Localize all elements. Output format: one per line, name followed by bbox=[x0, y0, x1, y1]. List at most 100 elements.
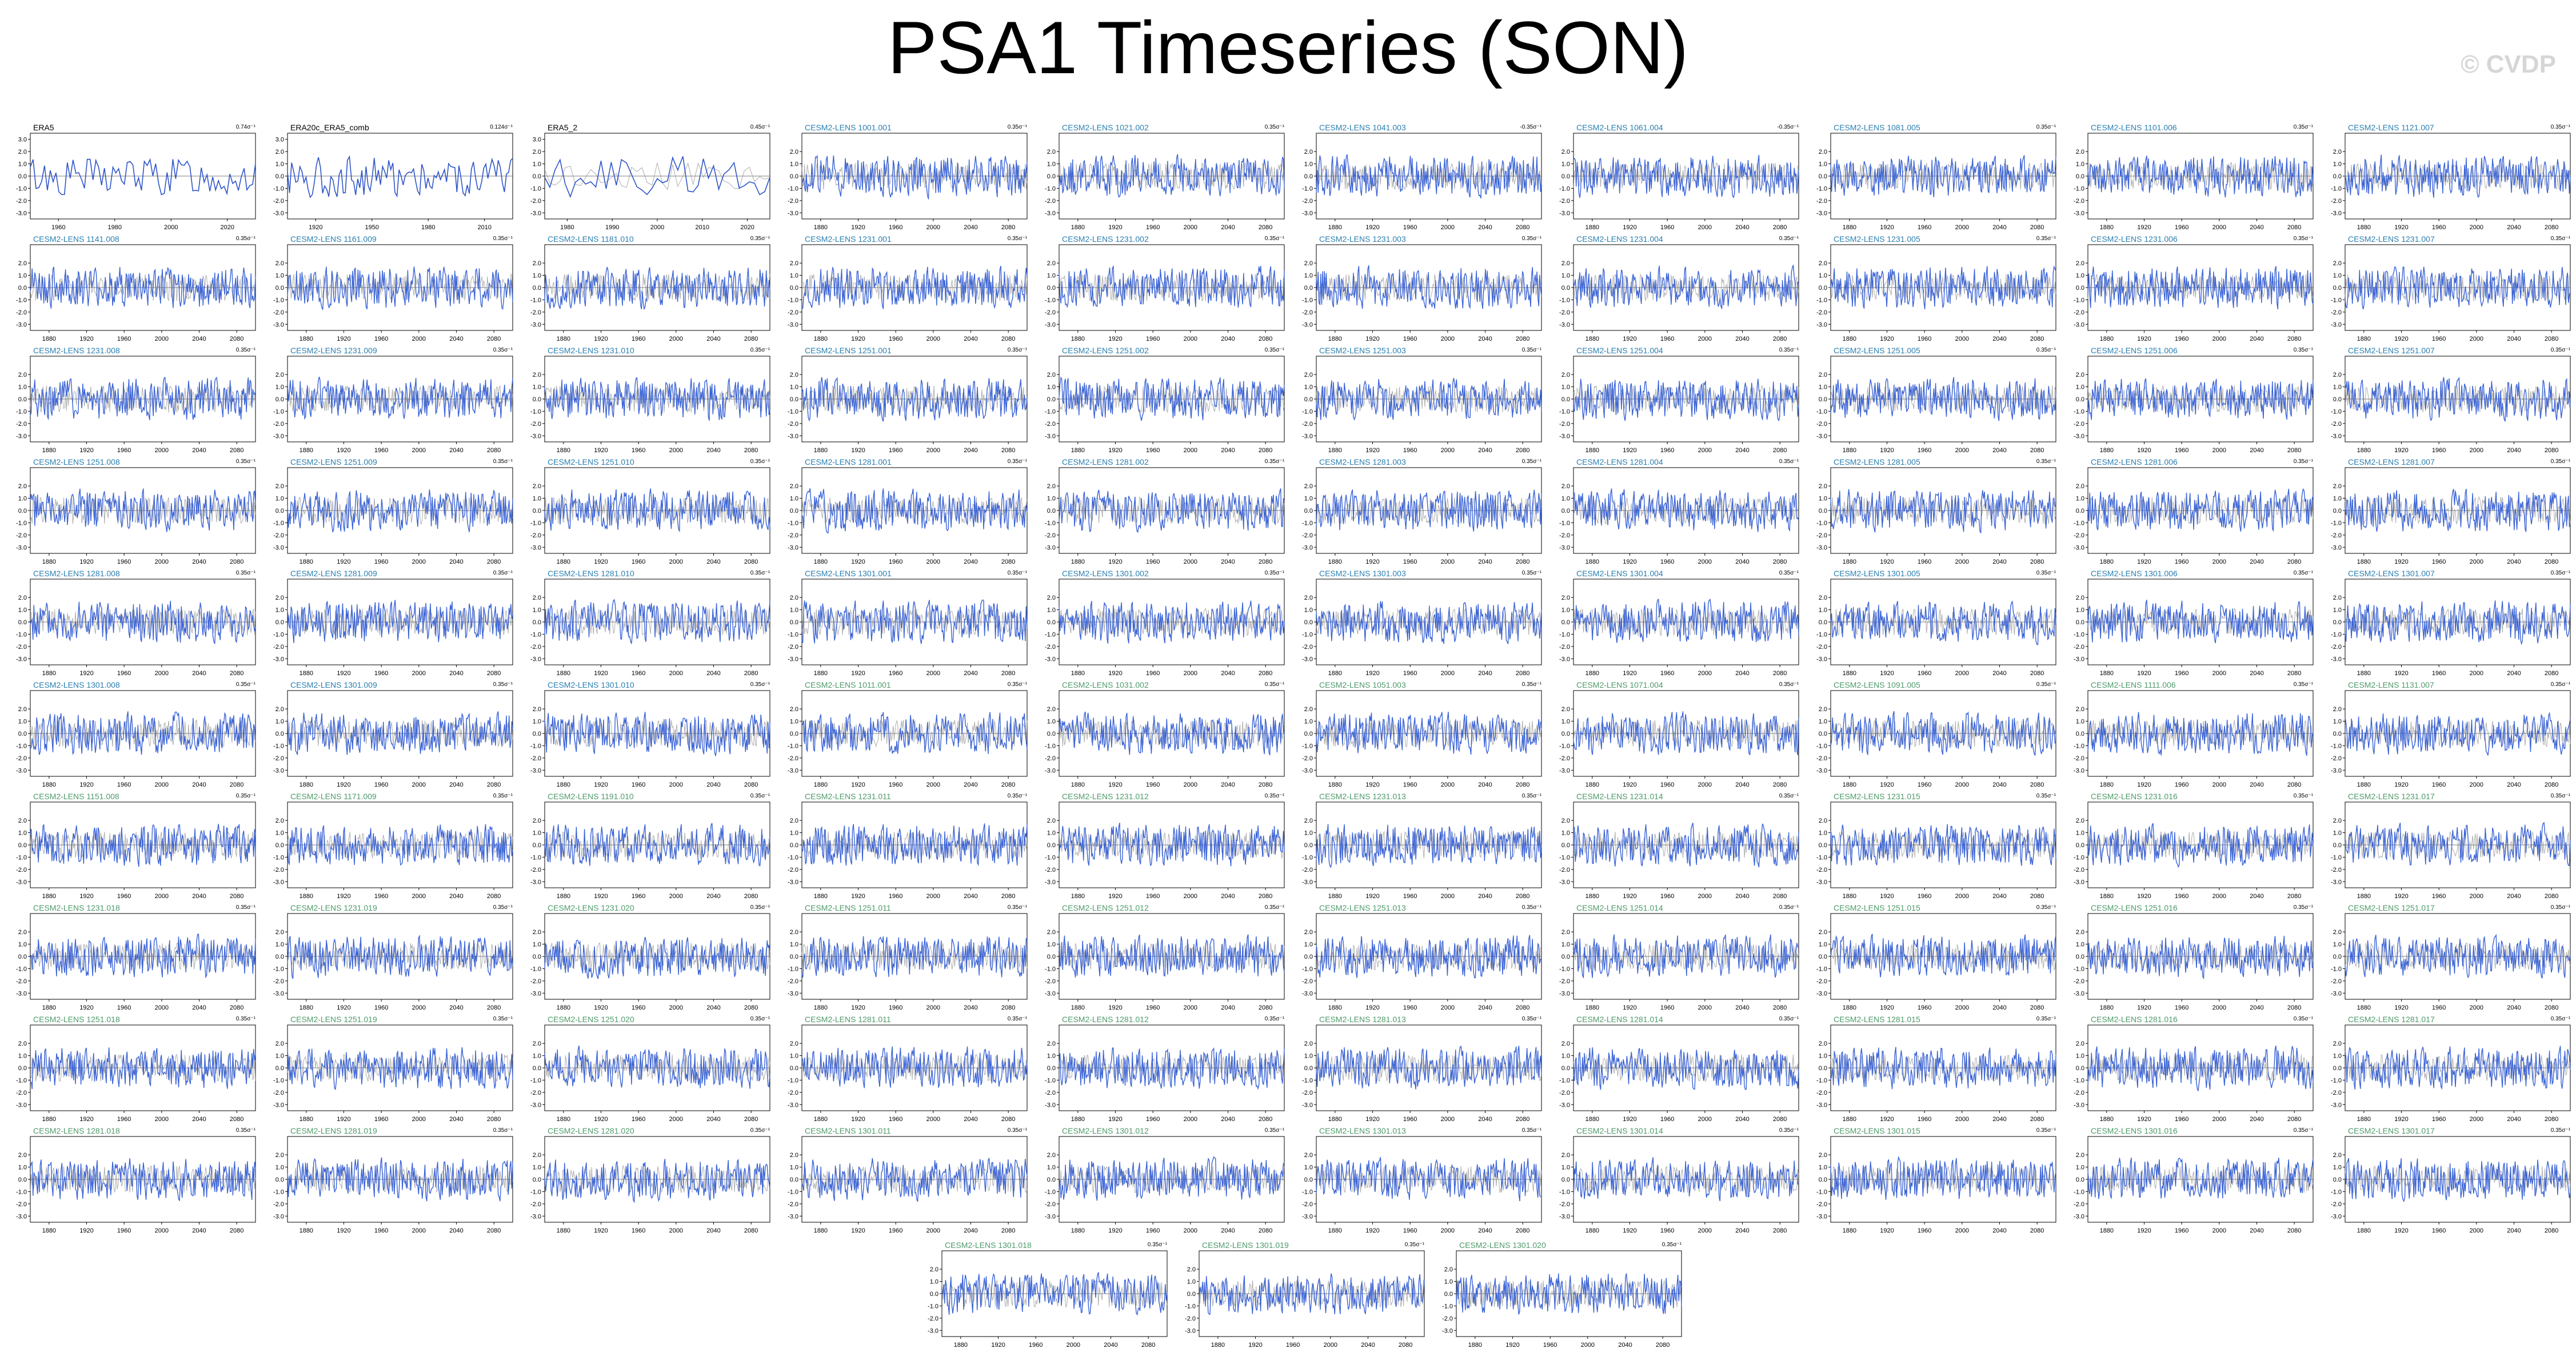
x-tick-label: 1960 bbox=[2432, 224, 2446, 231]
panel-trend-label: 0.35σ⁻¹ bbox=[235, 347, 255, 353]
panel-trend-label: 0.35σ⁻¹ bbox=[1662, 1242, 1682, 1248]
y-tick-label: 1.0 bbox=[1561, 496, 1570, 502]
y-tick-label: -1.0 bbox=[1302, 631, 1313, 638]
y-tick-label: -2.0 bbox=[2074, 978, 2084, 985]
y-tick-label: 1.0 bbox=[2076, 942, 2084, 948]
x-tick-label: 2000 bbox=[412, 893, 426, 900]
series-line bbox=[2087, 155, 2314, 198]
y-tick-label: -1.0 bbox=[16, 966, 27, 972]
x-tick-label: 2040 bbox=[192, 670, 206, 677]
x-tick-label: 2080 bbox=[2030, 1004, 2044, 1011]
y-tick-label: 2.0 bbox=[2076, 706, 2084, 713]
y-tick-label: 0.0 bbox=[1304, 954, 1313, 960]
y-tick-label: 1.0 bbox=[2333, 942, 2342, 948]
y-tick-label: 2.0 bbox=[1561, 595, 1570, 601]
x-tick-label: 2080 bbox=[1259, 1227, 1272, 1234]
y-tick-label: 1.0 bbox=[1047, 1053, 1056, 1060]
y-tick-label: -2.0 bbox=[1816, 755, 1827, 762]
y-tick-label: 1.0 bbox=[2333, 161, 2342, 168]
y-tick-label: -1.0 bbox=[2331, 1188, 2342, 1195]
y-tick-label: -3.0 bbox=[1816, 1213, 1827, 1220]
timeseries-panel: CESM2-LENS 1231.001 0.35σ⁻¹ 2.0 1.0 0.0 -1.0-… bbox=[774, 234, 1032, 346]
panel-trend-label: 0.35σ⁻¹ bbox=[2036, 1127, 2056, 1134]
x-tick-label: 1960 bbox=[1918, 447, 1931, 454]
x-tick-label: 2040 bbox=[706, 559, 720, 565]
panel-trend-label: 0.35σ⁻¹ bbox=[1521, 681, 1541, 688]
y-tick-label: 0.0 bbox=[18, 1176, 27, 1183]
x-tick-label: 2080 bbox=[2030, 559, 2044, 565]
y-tick-label: -3.0 bbox=[2074, 1102, 2084, 1108]
panel-title: CESM2-LENS 1231.004 bbox=[1576, 234, 1663, 244]
x-tick-label: 1960 bbox=[2432, 1004, 2446, 1011]
y-tick-label: -2.0 bbox=[2074, 421, 2084, 428]
timeseries-panel: CESM2-LENS 1001.001 0.35σ⁻¹ 2.0 1.0 0.0 -1.0-… bbox=[774, 123, 1032, 235]
y-tick-label: 2.0 bbox=[1819, 260, 1827, 267]
y-tick-label: 1.0 bbox=[1304, 273, 1313, 280]
x-tick-label: 2000 bbox=[669, 336, 683, 342]
y-tick-label: 0.0 bbox=[1561, 619, 1570, 626]
series-line bbox=[1059, 822, 1285, 867]
y-tick-label: -1.0 bbox=[1816, 185, 1827, 192]
y-tick-label: 0.0 bbox=[2333, 619, 2342, 626]
x-tick-label: 1920 bbox=[337, 670, 350, 677]
x-tick-label: 1920 bbox=[2394, 1004, 2408, 1011]
x-tick-label: 2080 bbox=[2030, 1116, 2044, 1123]
ensemble-mean-line bbox=[1830, 608, 2056, 636]
series-line bbox=[1316, 1045, 1542, 1090]
y-tick-label: -1.0 bbox=[2331, 743, 2342, 749]
x-tick-label: 1880 bbox=[1843, 1227, 1856, 1234]
x-tick-label: 1880 bbox=[1071, 1004, 1085, 1011]
x-tick-label: 2080 bbox=[230, 781, 243, 788]
y-tick-label: 1.0 bbox=[275, 384, 284, 391]
x-tick-label: 1920 bbox=[1623, 1227, 1636, 1234]
x-tick-label: 2000 bbox=[1441, 336, 1455, 342]
timeseries-panel: CESM2-LENS 1141.008 0.35σ⁻¹ 2.0 1.0 0.0 -1.0-… bbox=[3, 234, 260, 346]
y-tick-label: 1.0 bbox=[2333, 384, 2342, 391]
y-tick-label: 0.0 bbox=[1047, 396, 1056, 403]
panel-title: CESM2-LENS 1251.015 bbox=[1834, 903, 1920, 912]
x-tick-label: 2000 bbox=[1441, 670, 1455, 677]
x-tick-label: 2080 bbox=[2287, 336, 2301, 342]
y-tick-label: 0.0 bbox=[1819, 619, 1827, 626]
x-tick-label: 1960 bbox=[2175, 1116, 2188, 1123]
x-tick-label: 1960 bbox=[1403, 336, 1417, 342]
series-line bbox=[2087, 935, 2314, 980]
y-tick-label: -2.0 bbox=[1816, 532, 1827, 539]
x-tick-label: 2080 bbox=[487, 336, 501, 342]
timeseries-panel: CESM2-LENS 1301.010 0.35σ⁻¹ 2.0 1.0 0.0 -1.0-… bbox=[517, 680, 774, 792]
timeseries-panel: CESM2-LENS 1251.016 0.35σ⁻¹ 2.0 1.0 0.0 -1.0-… bbox=[2060, 903, 2318, 1015]
y-tick-label: 0.0 bbox=[1047, 842, 1056, 849]
panel-trend-label: 0.35σ⁻¹ bbox=[1521, 1016, 1541, 1022]
x-tick-label: 1920 bbox=[851, 1227, 865, 1234]
y-tick-label: 1.0 bbox=[533, 384, 541, 391]
panel-title: CESM2-LENS 1121.007 bbox=[2348, 123, 2434, 132]
x-tick-label: 1960 bbox=[1146, 447, 1160, 454]
x-tick-label: 2040 bbox=[1992, 224, 2006, 231]
series-line bbox=[2087, 1157, 2314, 1200]
x-tick-label: 2000 bbox=[2212, 1227, 2226, 1234]
x-tick-label: 2080 bbox=[1773, 447, 1787, 454]
x-tick-label: 2040 bbox=[2250, 336, 2263, 342]
x-tick-label: 2040 bbox=[449, 1227, 463, 1234]
x-tick-label: 2000 bbox=[2212, 1116, 2226, 1123]
y-tick-label: -2.0 bbox=[1045, 421, 1056, 428]
x-tick-label: 2080 bbox=[1516, 893, 1529, 900]
x-tick-label: 2040 bbox=[964, 1116, 977, 1123]
y-tick-label: -3.0 bbox=[2331, 656, 2342, 663]
y-tick-label: -1.0 bbox=[530, 1077, 541, 1084]
y-tick-label: 2.0 bbox=[790, 595, 798, 601]
x-tick-label: 1880 bbox=[1843, 447, 1856, 454]
series-line bbox=[1830, 601, 2056, 645]
series-line bbox=[287, 155, 513, 198]
x-tick-label: 1920 bbox=[2394, 447, 2408, 454]
x-tick-label: 2040 bbox=[706, 781, 720, 788]
y-tick-label: -2.0 bbox=[1816, 867, 1827, 874]
x-tick-label: 1920 bbox=[594, 559, 608, 565]
panel-title: CESM2-LENS 1281.014 bbox=[1576, 1015, 1663, 1024]
series-line bbox=[1830, 934, 2056, 978]
x-tick-label: 2080 bbox=[2545, 336, 2558, 342]
y-tick-label: -2.0 bbox=[16, 978, 27, 985]
